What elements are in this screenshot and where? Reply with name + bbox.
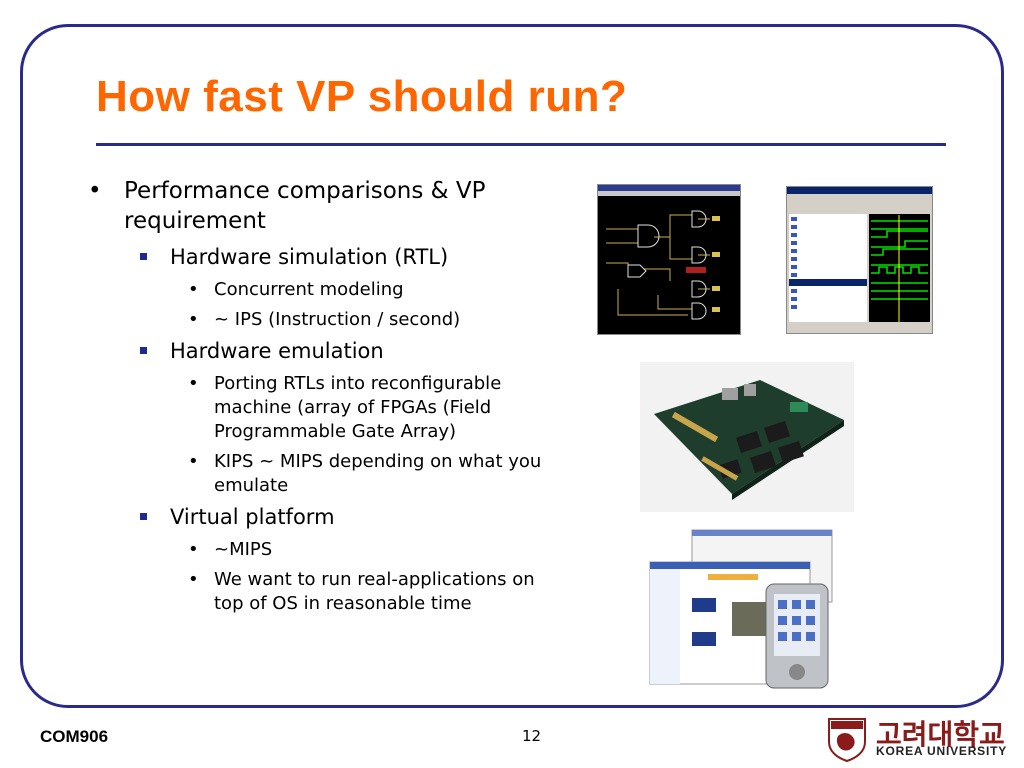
- course-code: COM906: [40, 727, 109, 746]
- collage-drawing: [649, 529, 833, 689]
- schematic-screenshot: [597, 184, 741, 335]
- university-name-english: KOREA UNIVERSITY: [876, 744, 1008, 758]
- bullet-dot-icon: •: [88, 178, 102, 204]
- bullet-dot-icon: •: [188, 373, 199, 394]
- bullet-emulation: Hardware emulation: [140, 338, 548, 364]
- bullet-rtl-item-text: ~ IPS (Instruction / second): [214, 309, 461, 330]
- bullet-emulation-item: • KIPS ~ MIPS depending on what you emul…: [188, 450, 548, 498]
- university-emblem-icon: [826, 716, 868, 763]
- square-bullet-icon: [140, 347, 147, 354]
- title-rule: [96, 143, 946, 146]
- bullet-list: • Performance comparisons & VP requireme…: [88, 176, 548, 622]
- bullet-dot-icon: •: [188, 279, 199, 300]
- bullet-virtual-platform: Virtual platform: [140, 504, 548, 530]
- bullet-rtl-item-text: Concurrent modeling: [214, 279, 404, 300]
- bullet-rtl-item: • ~ IPS (Instruction / second): [188, 308, 548, 332]
- university-name-korean: 고려대학교: [876, 718, 1005, 751]
- bullet-emulation-text: Hardware emulation: [170, 339, 384, 363]
- bullet-emulation-item: • Porting RTLs into reconfigurable machi…: [188, 372, 548, 444]
- virtual-platform-collage: [648, 528, 856, 690]
- waveform-screenshot: [786, 186, 933, 334]
- bullet-dot-icon: •: [188, 451, 199, 472]
- bullet-vp-item-text: We want to run real-applications on top …: [214, 569, 535, 614]
- bullet-rtl: Hardware simulation (RTL): [140, 244, 548, 270]
- bullet-dot-icon: •: [188, 539, 199, 560]
- page-number: 12: [522, 727, 542, 745]
- slide-frame: [20, 24, 1004, 708]
- bullet-emulation-item-text: Porting RTLs into reconfigurable machine…: [214, 373, 502, 442]
- waveform-drawing: [787, 187, 932, 333]
- emblem-shield-icon: [828, 718, 866, 763]
- fpga-board-photo: [640, 362, 854, 512]
- square-bullet-icon: [140, 513, 147, 520]
- bullet-emulation-item-text: KIPS ~ MIPS depending on what you emulat…: [214, 451, 542, 496]
- fpga-board-drawing: [654, 380, 844, 500]
- bullet-vp-item: • ~MIPS: [188, 538, 548, 562]
- bullet-vp-text: Virtual platform: [170, 505, 335, 529]
- slide-title: How fast VP should run?: [96, 72, 628, 121]
- bullet-vp-item: • We want to run real-applications on to…: [188, 568, 548, 616]
- bullet-rtl-text: Hardware simulation (RTL): [170, 245, 449, 269]
- bullet-vp-item-text: ~MIPS: [214, 539, 273, 560]
- bullet-rtl-item: • Concurrent modeling: [188, 278, 548, 302]
- bullet-dot-icon: •: [188, 569, 199, 590]
- schematic-drawing: [598, 185, 740, 320]
- square-bullet-icon: [140, 253, 147, 260]
- bullet-main: • Performance comparisons & VP requireme…: [88, 176, 548, 236]
- bullet-dot-icon: •: [188, 309, 199, 330]
- bullet-main-text: Performance comparisons & VP requirement: [124, 178, 486, 234]
